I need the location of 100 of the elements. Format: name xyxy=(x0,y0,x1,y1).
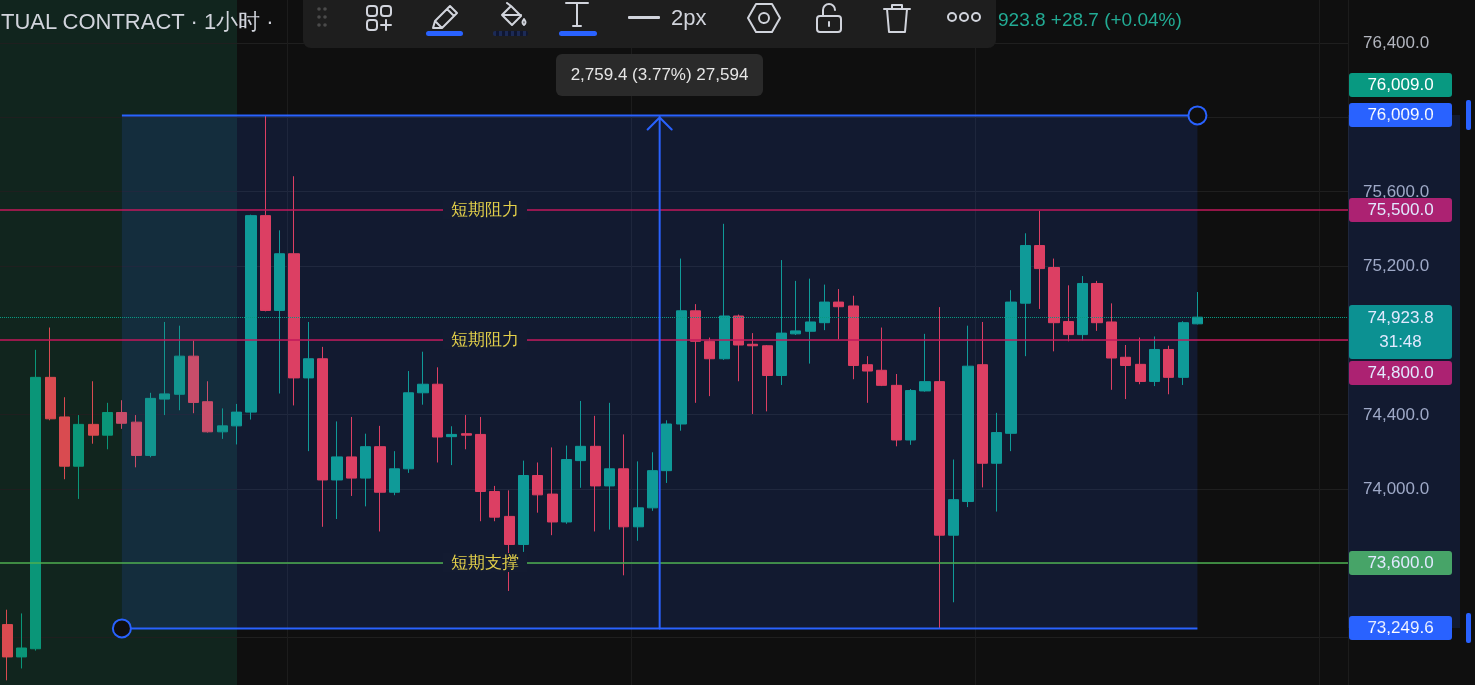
candlestick xyxy=(1020,232,1031,357)
candlestick xyxy=(475,416,486,522)
candlestick xyxy=(346,416,357,497)
candlestick xyxy=(1005,289,1017,452)
candlestick xyxy=(790,280,801,336)
text: 74,923.8 xyxy=(1366,307,1435,330)
candlestick xyxy=(2,609,13,681)
candlestick xyxy=(1135,337,1146,385)
candlestick xyxy=(389,450,400,496)
candlestick xyxy=(1106,302,1117,391)
candlestick xyxy=(417,351,429,406)
candlestick xyxy=(661,419,672,484)
candlestick xyxy=(690,303,701,404)
candlestick xyxy=(403,370,414,474)
candlestick xyxy=(733,314,744,382)
candlestick xyxy=(145,392,156,458)
candlestick xyxy=(905,388,916,446)
text: 76,009.0 xyxy=(1349,73,1452,98)
candlestick xyxy=(518,460,529,553)
candlestick xyxy=(159,321,170,416)
candlestick xyxy=(1034,210,1045,310)
ref-line-label: 短期支撑 xyxy=(443,553,528,573)
annotation: 2px xyxy=(671,5,707,31)
candlestick xyxy=(618,433,629,576)
candlestick xyxy=(819,284,830,331)
candlestick xyxy=(1163,345,1174,395)
candlestick xyxy=(116,399,127,430)
candlestick xyxy=(704,337,715,397)
candlestick xyxy=(331,420,343,520)
candlestick xyxy=(762,344,773,412)
candlestick xyxy=(561,445,572,525)
candlestick xyxy=(1063,284,1074,342)
candlestick xyxy=(461,414,472,450)
candlestick xyxy=(1192,291,1203,325)
candlestick xyxy=(16,612,27,669)
candlestick xyxy=(274,229,285,395)
candlestick xyxy=(303,321,314,452)
candlestick xyxy=(977,321,988,488)
candlestick xyxy=(575,400,586,489)
chart-title: TUAL CONTRACT · 1小时 · xyxy=(1,8,274,36)
candlestick xyxy=(288,175,300,406)
text: 73,600.0 xyxy=(1349,551,1452,576)
candlestick xyxy=(102,402,113,450)
candlestick xyxy=(88,380,99,445)
text: 75,500.0 xyxy=(1349,198,1452,223)
candlestick xyxy=(260,114,271,312)
candlestick xyxy=(833,288,844,340)
candlestick xyxy=(217,407,228,440)
candlestick xyxy=(590,415,601,532)
y-tick-label: 74,000.0 xyxy=(1363,479,1430,499)
candlestick xyxy=(719,223,730,361)
candlestick xyxy=(647,451,658,512)
candlestick xyxy=(432,366,443,463)
candlestick xyxy=(991,412,1002,513)
y-tick-label: 76,400.0 xyxy=(1363,33,1430,53)
candlestick xyxy=(805,278,816,365)
ref-line-label: 短期阻力 xyxy=(443,200,528,220)
candlestick xyxy=(934,306,945,629)
candlestick xyxy=(174,325,185,411)
candlestick xyxy=(73,414,84,500)
band-label: 2,759.4 (3.77%) 27,594 xyxy=(555,54,764,97)
candlestick xyxy=(776,259,787,386)
candlestick xyxy=(1091,280,1103,332)
y-tick-label: 75,200.0 xyxy=(1363,256,1430,276)
candlestick xyxy=(876,327,887,387)
candlestick xyxy=(919,333,931,393)
candlestick xyxy=(948,459,959,603)
candlestick xyxy=(1077,275,1088,342)
chart-subtitle: 923.8 +28.7 (+0.04%) xyxy=(998,9,1182,31)
candlestick xyxy=(676,258,687,432)
candlestick xyxy=(1149,335,1160,387)
candlestick xyxy=(862,355,873,404)
candlestick xyxy=(532,461,543,514)
candlestick xyxy=(604,402,615,531)
candlestick xyxy=(59,396,70,480)
text: 74,800.0 xyxy=(1349,361,1452,386)
candlestick xyxy=(747,332,758,415)
text: 76,009.0 xyxy=(1349,103,1452,128)
candlestick xyxy=(489,485,500,522)
candlestick xyxy=(1178,320,1189,386)
text: 73,249.6 xyxy=(1349,616,1452,641)
y-tick-label: 75,600.0 xyxy=(1363,181,1430,201)
candlestick xyxy=(1048,258,1060,352)
candlestick xyxy=(891,373,902,447)
candlestick xyxy=(317,346,328,528)
candlestick xyxy=(188,340,199,414)
candlestick xyxy=(848,295,859,380)
candlestick xyxy=(131,414,142,468)
candlestick xyxy=(962,325,974,508)
y-tick-label: 74,400.0 xyxy=(1363,405,1430,425)
candlestick xyxy=(446,425,457,466)
text: 31:48 xyxy=(1378,331,1423,354)
candlestick xyxy=(202,380,213,434)
candlestick xyxy=(547,446,558,536)
candlestick xyxy=(45,327,56,421)
candlestick xyxy=(360,433,371,507)
ref-line-label: 短期阻力 xyxy=(443,330,528,350)
candlestick xyxy=(374,425,386,532)
candlestick xyxy=(1120,344,1131,400)
candlestick xyxy=(30,349,41,652)
